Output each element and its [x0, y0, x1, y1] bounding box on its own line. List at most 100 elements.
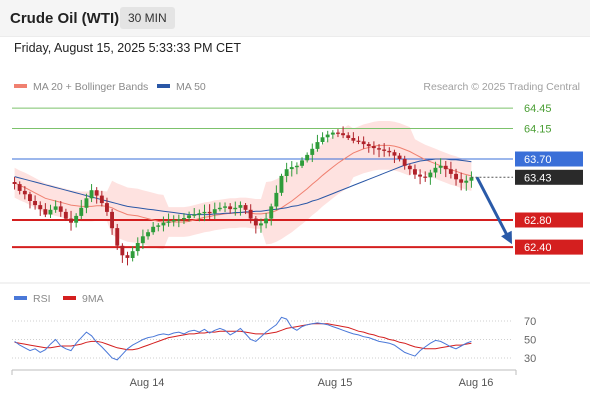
- forecast-arrow-head: [501, 230, 512, 245]
- level-63-70-tag-text: 63.70: [524, 154, 552, 166]
- candle-body: [182, 218, 186, 220]
- candle-body: [259, 223, 263, 226]
- candle-body: [387, 150, 392, 153]
- rsi-tick-30: 30: [524, 353, 536, 365]
- candle-body: [371, 146, 376, 149]
- candle-body: [176, 219, 181, 221]
- candle-body: [223, 206, 227, 208]
- bollinger-bands-area: [14, 121, 472, 250]
- candle-body: [423, 176, 428, 178]
- instrument-title: Crude Oil (WTI): [10, 10, 120, 27]
- candle-body: [146, 232, 150, 237]
- candle-body: [197, 213, 202, 215]
- candle-body: [402, 159, 407, 166]
- candle-body: [253, 218, 258, 226]
- candle-body: [202, 211, 207, 214]
- candle-body: [248, 209, 253, 219]
- chart-header: Crude Oil (WTI) 30 MIN: [0, 0, 590, 37]
- candle-body: [464, 180, 469, 183]
- candle-body: [448, 169, 453, 174]
- candle-body: [69, 218, 73, 223]
- candle-body: [243, 205, 248, 210]
- legend-label-ma50: MA 50: [176, 81, 206, 93]
- candle-body: [413, 169, 417, 175]
- level-62-40-tag-bg: [515, 239, 583, 255]
- last-price-tag-bg: [515, 169, 583, 185]
- candle-body: [279, 175, 284, 193]
- candle-body: [38, 205, 43, 210]
- legend-label-ma20: MA 20 + Bollinger Bands: [33, 81, 148, 93]
- candle-body: [407, 165, 412, 170]
- candle-body: [94, 190, 99, 196]
- candle-body: [305, 154, 310, 161]
- candle-body: [356, 140, 361, 142]
- candle-body: [140, 236, 145, 244]
- candle-body: [12, 182, 17, 184]
- candle-body: [28, 194, 32, 201]
- candle-body: [115, 228, 120, 246]
- candle-body: [233, 207, 238, 210]
- rsi-tick-50: 50: [524, 335, 536, 347]
- candle-body: [459, 179, 464, 183]
- attribution-label: Research © 2025 Trading Central: [423, 81, 580, 93]
- candle-body: [53, 206, 58, 210]
- candle-body: [166, 221, 171, 223]
- legend-swatch-rsi: [14, 296, 27, 300]
- candle-body: [33, 201, 37, 206]
- candle-body: [110, 211, 114, 229]
- rsi-line: [14, 316, 472, 361]
- candle-body: [336, 132, 340, 134]
- candle-body: [156, 225, 161, 227]
- candles-group: [12, 126, 474, 266]
- level-63-70-tag-bg: [515, 151, 583, 167]
- x-tick-label: Aug 16: [459, 377, 494, 389]
- last-price-tag-text: 63.43: [524, 172, 552, 184]
- candle-body: [79, 207, 84, 216]
- candle-body: [284, 169, 289, 176]
- candle-body: [58, 206, 63, 212]
- candle-body: [17, 184, 22, 191]
- candle-body: [228, 206, 233, 210]
- candle-body: [310, 148, 315, 155]
- candle-body: [192, 214, 197, 216]
- rsi-ma-line: [14, 323, 472, 351]
- candle-body: [320, 137, 325, 142]
- candle-body: [418, 174, 422, 177]
- candle-body: [289, 167, 294, 170]
- x-tick-label: Aug 15: [318, 377, 353, 389]
- candle-body: [130, 251, 135, 258]
- candle-body: [300, 160, 304, 166]
- rsi-tick-70: 70: [524, 316, 536, 328]
- candle-body: [438, 165, 443, 168]
- candle-body: [238, 205, 243, 208]
- candle-body: [161, 222, 166, 226]
- level-62-80-tag-text: 62.80: [524, 215, 552, 227]
- legend-swatch-ma50: [157, 84, 170, 88]
- timeframe-badge[interactable]: 30 MIN: [120, 7, 175, 29]
- forecast-arrow-shaft: [475, 176, 510, 238]
- candle-body: [341, 133, 345, 136]
- candle-body: [99, 195, 104, 204]
- candle-body: [105, 203, 109, 212]
- candle-body: [48, 209, 53, 215]
- candle-body: [120, 245, 125, 256]
- legend-swatch-ma20: [14, 84, 27, 88]
- candle-body: [443, 165, 448, 170]
- candle-body: [454, 173, 458, 180]
- candle-body: [377, 148, 381, 150]
- candle-body: [294, 165, 299, 168]
- level-62-80-tag-bg: [515, 212, 583, 228]
- candle-body: [361, 141, 366, 145]
- candle-body: [217, 207, 222, 210]
- candle-body: [428, 172, 433, 178]
- candle-body: [125, 255, 130, 258]
- candle-body: [74, 215, 79, 223]
- candle-body: [433, 167, 438, 173]
- candle-body: [212, 209, 217, 214]
- candle-body: [84, 198, 89, 208]
- chart-datetime: Friday, August 15, 2025 5:33:33 PM CET: [14, 41, 241, 55]
- candle-body: [315, 142, 320, 149]
- candle-body: [269, 206, 274, 219]
- candle-body: [187, 215, 191, 218]
